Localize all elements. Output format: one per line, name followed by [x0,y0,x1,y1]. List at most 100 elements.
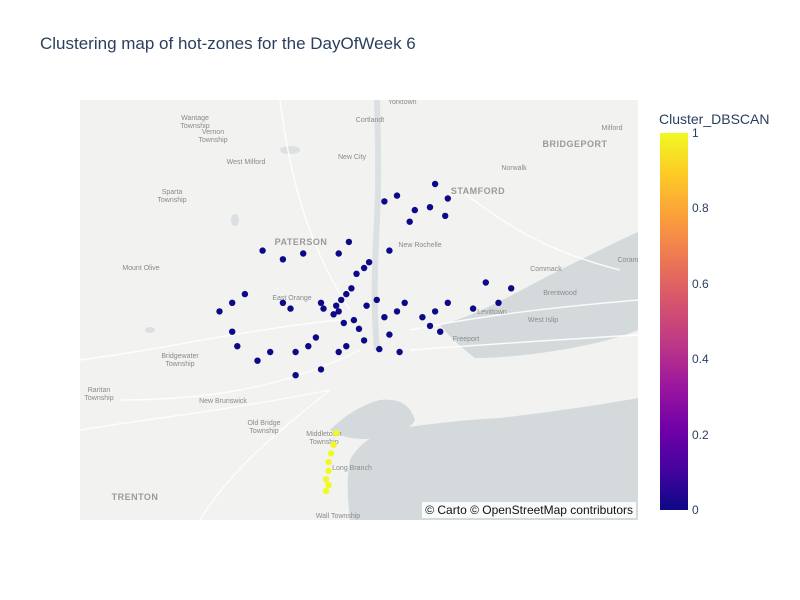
label-vernon: Vernon Township [198,129,227,144]
cluster-point[interactable] [482,279,489,286]
cluster-point[interactable] [292,348,299,356]
cluster-point[interactable] [426,322,434,330]
cluster-point[interactable] [279,256,287,263]
label-yorktown: Yorktown [388,100,417,106]
label-sparta: Sparta Township [157,189,186,204]
cluster-point[interactable] [229,299,236,306]
map-attribution[interactable]: © Carto © OpenStreetMap contributors [422,502,636,518]
cluster-point[interactable] [393,308,401,315]
cluster-point[interactable] [325,458,332,466]
cluster-point[interactable] [320,305,327,312]
cluster-point[interactable] [330,311,337,318]
label-bridgeport: BRIDGEPORT [542,139,607,149]
map-canvas[interactable]: Yorktown Wantage Township Vernon Township … [80,100,638,520]
cluster-point[interactable] [229,328,236,335]
cluster-point[interactable] [426,204,434,211]
cluster-point[interactable] [411,206,418,214]
cluster-point[interactable] [259,247,266,254]
cluster-point[interactable] [343,343,350,350]
colorbar [660,133,688,510]
cluster-point[interactable] [305,343,312,350]
cluster-point[interactable] [333,429,340,437]
cluster-point[interactable] [325,467,332,474]
cluster-point[interactable] [495,299,502,306]
cluster-point[interactable] [365,259,373,266]
scatter-points[interactable] [216,180,515,495]
cluster-point[interactable] [348,285,355,292]
cluster-point[interactable] [381,314,388,321]
colorbar-tick: 0 [692,503,699,517]
cluster-point[interactable] [333,302,340,309]
cluster-point[interactable] [442,212,449,220]
label-east-orange: East Orange [272,295,311,302]
cluster-point[interactable] [355,325,363,332]
label-brentwood: Brentwood [543,290,577,297]
cluster-point[interactable] [241,290,249,298]
cluster-point[interactable] [350,316,358,324]
cluster-point[interactable] [216,308,223,315]
cluster-point[interactable] [287,305,294,312]
cluster-point[interactable] [431,308,439,315]
cluster-point[interactable] [381,198,388,205]
label-old-bridge: Old Bridge Township [247,420,280,435]
cluster-point[interactable] [360,264,368,272]
label-freeport: Freeport [453,336,480,343]
cluster-point[interactable] [330,441,337,448]
colorbar-title: Cluster_DBSCAN [659,111,770,127]
label-coram: Coram [617,257,638,264]
cluster-point[interactable] [444,299,451,306]
cluster-point[interactable] [508,285,515,292]
cluster-point[interactable] [396,348,403,356]
cluster-point[interactable] [254,357,261,364]
cluster-point[interactable] [386,247,393,254]
cluster-point[interactable] [437,328,444,335]
cluster-point[interactable] [267,348,274,356]
label-mount-olive: Mount Olive [122,265,159,272]
label-long-branch: Long Branch [332,465,372,472]
label-raritan: Raritan Township [84,387,113,402]
cluster-point[interactable] [353,270,360,277]
cluster-point[interactable] [292,372,299,379]
cluster-point[interactable] [360,337,368,344]
cluster-point[interactable] [401,299,408,306]
cluster-point[interactable] [312,334,320,341]
cluster-point[interactable] [325,482,332,489]
colorbar-tick: 0.8 [692,201,709,216]
cluster-point[interactable] [393,192,401,199]
cluster-point[interactable] [444,195,451,202]
label-west-islip: West Islip [528,317,558,324]
label-commack: Commack [530,266,562,273]
cluster-point[interactable] [322,487,330,495]
label-new-brunswick: New Brunswick [199,398,247,405]
cluster-point[interactable] [469,305,477,312]
cluster-point[interactable] [419,314,426,321]
label-paterson: PATERSON [275,237,328,247]
cluster-point[interactable] [327,450,335,457]
cluster-point[interactable] [363,302,370,309]
cluster-point[interactable] [317,366,325,373]
cluster-point[interactable] [234,343,241,350]
cluster-point[interactable] [376,345,383,353]
map-view[interactable]: Yorktown Wantage Township Vernon Township … [80,100,638,520]
label-middletown: Middletown Township [306,431,342,446]
cluster-point[interactable] [322,476,330,483]
cluster-point[interactable] [340,319,347,327]
label-stamford: STAMFORD [451,186,505,196]
cluster-point[interactable] [335,308,342,315]
cluster-point[interactable] [386,331,393,338]
cluster-point[interactable] [335,250,342,257]
label-wantage: Wantage Township [180,115,209,130]
cluster-point[interactable] [335,348,342,356]
label-trenton: TRENTON [112,492,159,502]
cluster-point[interactable] [338,296,345,304]
cluster-point[interactable] [343,290,350,298]
cluster-point[interactable] [279,299,287,306]
cluster-point[interactable] [406,218,413,225]
basemap-water [145,100,638,520]
cluster-point[interactable] [373,296,380,304]
cluster-point[interactable] [300,250,307,257]
cluster-point[interactable] [345,238,353,246]
label-cortlandt: Cortlandt [356,117,384,124]
cluster-point[interactable] [317,299,325,306]
cluster-point[interactable] [431,180,439,188]
